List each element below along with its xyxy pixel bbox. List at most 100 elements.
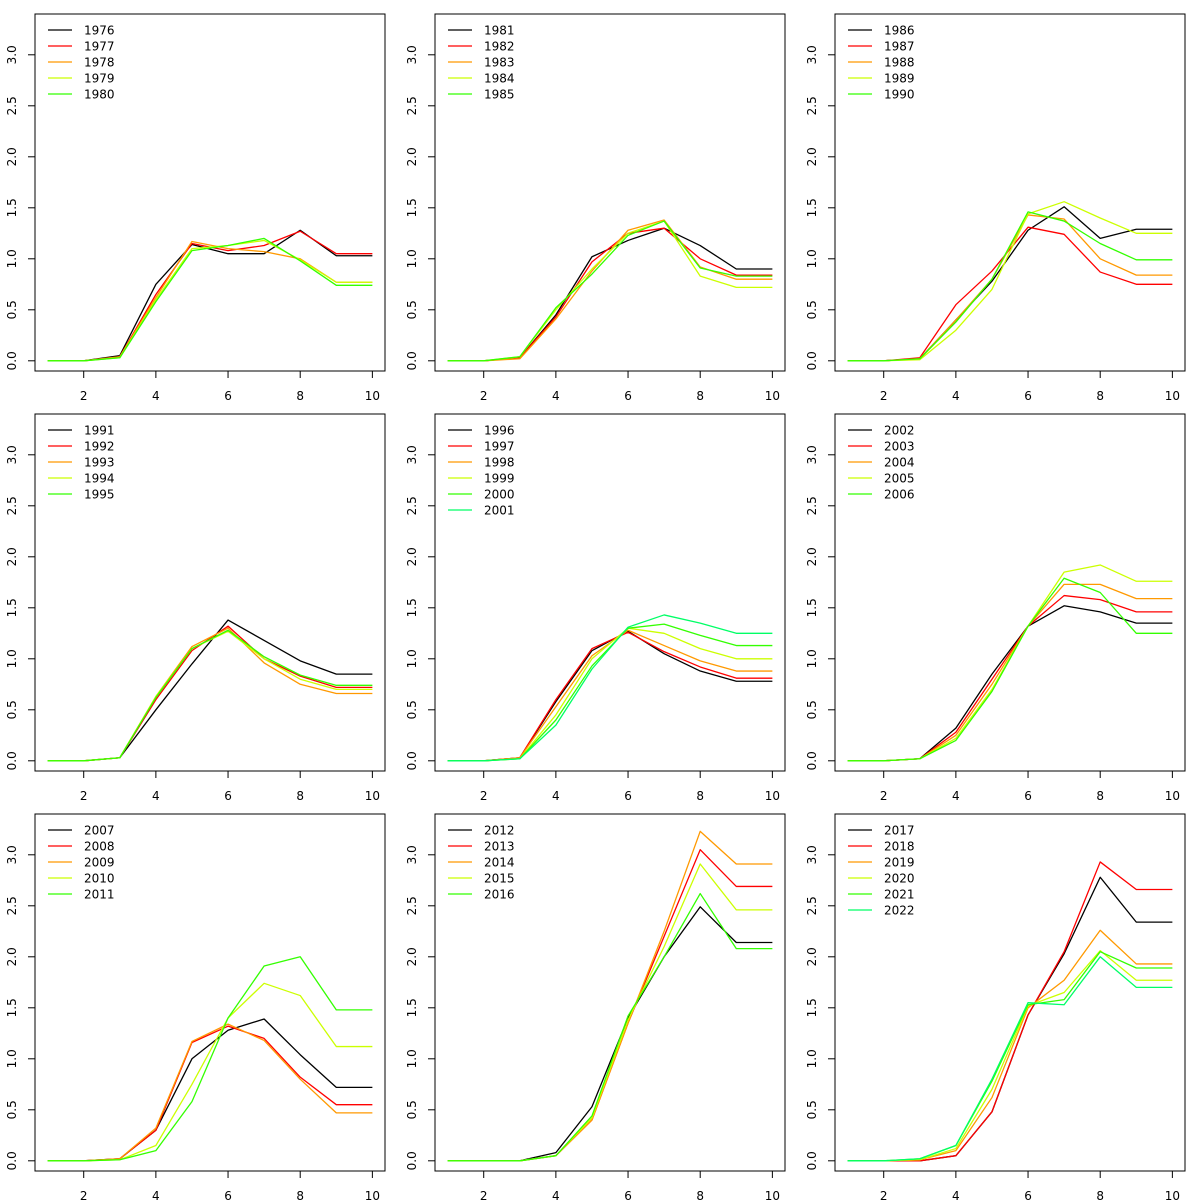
x-tick-label: 2 bbox=[480, 1189, 488, 1200]
x-tick-label: 8 bbox=[296, 1189, 304, 1200]
series-line-1997 bbox=[447, 631, 773, 762]
series-line-1983 bbox=[447, 219, 773, 362]
legend: 2017 2018 2019 2020 2021 2022 bbox=[848, 824, 915, 918]
x-tick-label: 8 bbox=[696, 1189, 704, 1200]
legend-label: 2011 bbox=[84, 888, 115, 902]
y-tick-label: 3.0 bbox=[5, 445, 19, 464]
chart-panel-1: 2 4 6 8 100.00.51.01.52.02.53.01976197719781… bbox=[5, 13, 386, 403]
x-tick-label: 10 bbox=[1165, 1189, 1180, 1200]
legend-label: 1988 bbox=[884, 56, 915, 70]
x-tick-label: 10 bbox=[765, 389, 780, 403]
x-tick-label: 6 bbox=[224, 389, 232, 403]
series-line-1992 bbox=[47, 625, 373, 762]
series-line-1986 bbox=[847, 206, 1173, 362]
y-tick-label: 0.0 bbox=[405, 351, 419, 370]
legend-label: 1998 bbox=[484, 456, 515, 470]
series-line-1988 bbox=[847, 214, 1173, 362]
y-tick-label: 1.5 bbox=[405, 598, 419, 617]
legend-label: 1994 bbox=[84, 472, 115, 486]
series-line-1994 bbox=[47, 630, 373, 762]
y-tick-label: 3.0 bbox=[5, 45, 19, 64]
chart-panel-3: 2 4 6 8 100.00.51.01.52.02.53.01986198719881… bbox=[805, 13, 1186, 403]
y-tick-label: 2.0 bbox=[5, 147, 19, 166]
series-line-1996 bbox=[447, 630, 773, 762]
legend-label: 2007 bbox=[84, 824, 115, 838]
x-tick-label: 10 bbox=[365, 389, 380, 403]
x-tick-label: 10 bbox=[1165, 789, 1180, 803]
y-tick-label: 0.0 bbox=[405, 751, 419, 770]
legend: 2002 2003 2004 2005 2006 bbox=[848, 424, 915, 502]
y-tick-label: 0.0 bbox=[5, 751, 19, 770]
y-tick-label: 0.0 bbox=[5, 351, 19, 370]
x-tick-label: 8 bbox=[1096, 789, 1104, 803]
y-tick-label: 0.5 bbox=[805, 1100, 819, 1119]
legend-label: 1996 bbox=[484, 424, 515, 438]
legend-label: 1978 bbox=[84, 56, 115, 70]
y-tick-label: 1.0 bbox=[405, 649, 419, 668]
x-tick-label: 8 bbox=[296, 389, 304, 403]
legend: 1996 1997 1998 1999 2000 2001 bbox=[448, 424, 515, 518]
x-tick-label: 2 bbox=[80, 1189, 88, 1200]
y-tick-label: 2.0 bbox=[405, 147, 419, 166]
y-tick-label: 1.0 bbox=[405, 1049, 419, 1068]
y-tick-label: 1.0 bbox=[405, 249, 419, 268]
y-tick-label: 2.5 bbox=[405, 896, 419, 915]
y-tick-label: 2.0 bbox=[405, 947, 419, 966]
legend: 1991 1992 1993 1994 1995 bbox=[48, 424, 115, 502]
plot-frame bbox=[434, 813, 786, 1172]
y-tick-label: 2.5 bbox=[405, 96, 419, 115]
series-line-2001 bbox=[447, 614, 773, 762]
legend: 1986 1987 1988 1989 1990 bbox=[848, 24, 915, 102]
legend-label: 2004 bbox=[884, 456, 915, 470]
x-tick-label: 2 bbox=[480, 789, 488, 803]
legend: 2012 2013 2014 2015 2016 bbox=[448, 824, 515, 902]
legend-label: 1979 bbox=[84, 72, 115, 86]
legend-label: 1980 bbox=[84, 88, 115, 102]
y-tick-label: 0.5 bbox=[405, 300, 419, 319]
legend: 2007 2008 2009 2010 2011 bbox=[48, 824, 115, 902]
legend-label: 2001 bbox=[484, 504, 515, 518]
y-tick-label: 3.0 bbox=[405, 45, 419, 64]
plot-frame bbox=[834, 413, 1186, 772]
y-tick-label: 2.5 bbox=[805, 496, 819, 515]
y-tick-label: 0.5 bbox=[405, 700, 419, 719]
x-tick-label: 8 bbox=[696, 389, 704, 403]
legend-label: 2006 bbox=[884, 488, 915, 502]
legend-label: 2018 bbox=[884, 840, 915, 854]
legend: 1981 1982 1983 1984 1985 bbox=[448, 24, 515, 102]
y-tick-label: 0.5 bbox=[5, 300, 19, 319]
legend-label: 1999 bbox=[484, 472, 515, 486]
x-tick-label: 6 bbox=[1024, 389, 1032, 403]
x-tick-label: 8 bbox=[1096, 1189, 1104, 1200]
legend-label: 1985 bbox=[484, 88, 515, 102]
legend-label: 2015 bbox=[484, 872, 515, 886]
y-tick-label: 3.0 bbox=[805, 45, 819, 64]
x-tick-label: 6 bbox=[624, 789, 632, 803]
legend-label: 1989 bbox=[884, 72, 915, 86]
plot-frame bbox=[834, 813, 1186, 1172]
x-tick-label: 2 bbox=[80, 389, 88, 403]
x-tick-label: 6 bbox=[1024, 1189, 1032, 1200]
y-tick-label: 1.0 bbox=[5, 649, 19, 668]
series-line-1998 bbox=[447, 629, 773, 762]
legend-label: 2012 bbox=[484, 824, 515, 838]
legend-label: 2021 bbox=[884, 888, 915, 902]
y-tick-label: 2.5 bbox=[405, 496, 419, 515]
legend-label: 2009 bbox=[84, 856, 115, 870]
x-tick-label: 10 bbox=[765, 789, 780, 803]
y-tick-label: 1.0 bbox=[5, 249, 19, 268]
legend-label: 2019 bbox=[884, 856, 915, 870]
legend-label: 1987 bbox=[884, 40, 915, 54]
y-tick-label: 2.0 bbox=[5, 547, 19, 566]
plot-frame bbox=[834, 13, 1186, 372]
x-tick-label: 10 bbox=[765, 1189, 780, 1200]
y-tick-label: 1.5 bbox=[5, 998, 19, 1017]
y-tick-label: 1.0 bbox=[805, 249, 819, 268]
legend-label: 2002 bbox=[884, 424, 915, 438]
legend-label: 1995 bbox=[84, 488, 115, 502]
legend-label: 1982 bbox=[484, 40, 515, 54]
legend-label: 2013 bbox=[484, 840, 515, 854]
series-line-2003 bbox=[847, 594, 1173, 762]
y-tick-label: 1.5 bbox=[5, 198, 19, 217]
legend-label: 1981 bbox=[484, 24, 515, 38]
